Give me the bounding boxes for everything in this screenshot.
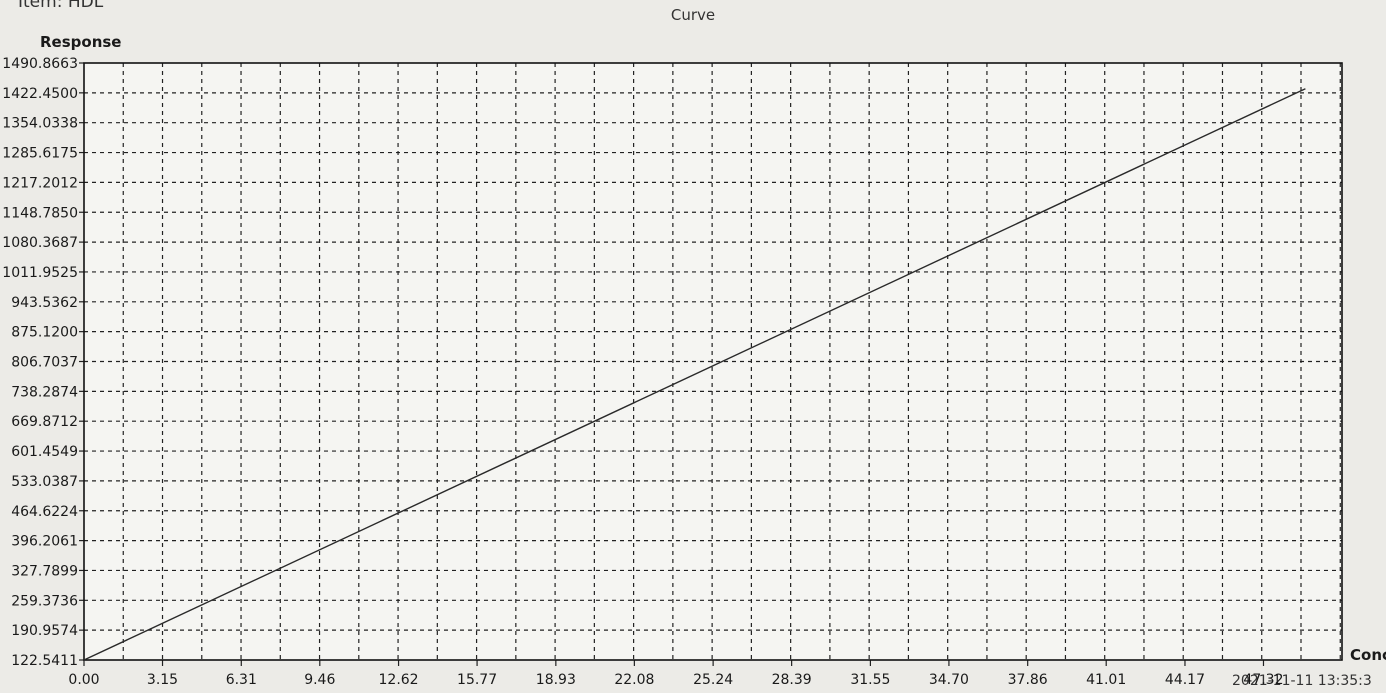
y-tick-label: 259.3736 — [11, 593, 78, 609]
y-tick-label: 1148.7850 — [2, 205, 78, 221]
calibration-curve-line — [83, 88, 1306, 661]
x-tick-label: 9.46 — [304, 672, 335, 688]
x-tick-label: 0.00 — [68, 672, 99, 688]
x-tick-label: 18.93 — [536, 672, 576, 688]
y-tick-label: 601.4549 — [11, 444, 78, 460]
y-tick-label: 1354.0338 — [2, 116, 78, 132]
y-tick-label: 533.0387 — [11, 474, 78, 490]
x-tick-label: 31.55 — [850, 672, 890, 688]
y-tick-label: 943.5362 — [11, 295, 78, 311]
y-tick-label: 875.1200 — [11, 325, 78, 341]
y-tick-label: 669.8712 — [11, 414, 78, 430]
y-tick-label: 122.5411 — [11, 653, 78, 669]
y-tick-label: 1490.8663 — [2, 56, 78, 72]
y-tick-label: 806.7037 — [11, 355, 78, 371]
plot-frame — [83, 62, 1343, 661]
y-axis-title: Response — [40, 33, 122, 51]
x-tick-label: 3.15 — [147, 672, 178, 688]
y-tick-label: 464.6224 — [11, 504, 78, 520]
x-tick-label: 44.17 — [1165, 672, 1205, 688]
x-tick-label: 37.86 — [1008, 672, 1048, 688]
y-tick-label: 1285.6175 — [2, 146, 78, 162]
x-tick-label: 15.77 — [457, 672, 497, 688]
item-label: Item: HDL — [18, 0, 104, 12]
x-tick-label: 47.32 — [1243, 672, 1283, 688]
y-tick-label: 327.7899 — [11, 563, 78, 579]
x-tick-label: 12.62 — [379, 672, 419, 688]
y-tick-label: 738.2874 — [11, 384, 78, 400]
x-tick-label: 25.24 — [693, 672, 733, 688]
x-tick-label: 22.08 — [614, 672, 654, 688]
x-tick-label: 28.39 — [772, 672, 812, 688]
y-tick-label: 1011.9525 — [2, 265, 78, 281]
x-tick-label: 6.31 — [226, 672, 257, 688]
chart-title: Curve — [670, 6, 716, 24]
x-axis-title: Conc — [1350, 646, 1386, 664]
x-tick-label: 41.01 — [1086, 672, 1126, 688]
plot-background — [84, 63, 1342, 660]
y-tick-label: 1422.4500 — [2, 86, 78, 102]
y-tick-label: 396.2061 — [11, 534, 78, 550]
y-tick-label: 1217.2012 — [2, 175, 78, 191]
timestamp: 2021-11-11 13:35:3 — [1232, 673, 1372, 689]
y-tick-label: 190.9574 — [11, 623, 78, 639]
x-tick-label: 34.70 — [929, 672, 969, 688]
y-tick-label: 1080.3687 — [2, 235, 78, 251]
